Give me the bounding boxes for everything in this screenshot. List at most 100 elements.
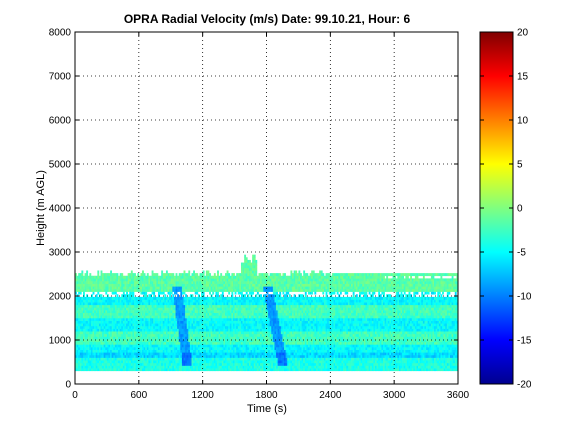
heatmap-cell xyxy=(89,299,92,303)
heatmap-cell xyxy=(164,318,167,321)
heatmap-cell xyxy=(106,275,109,279)
heatmap-cell xyxy=(86,354,89,358)
heatmap-cell xyxy=(86,307,89,311)
heatmap-cell xyxy=(87,315,90,319)
heatmap-cell xyxy=(105,362,108,366)
heatmap-cell xyxy=(142,357,144,361)
heatmap-cell xyxy=(165,365,168,369)
heatmap-cell xyxy=(150,281,152,284)
heatmap-cell xyxy=(140,275,143,279)
heatmap-cell xyxy=(145,362,148,366)
heatmap-cell xyxy=(111,312,114,316)
heatmap-cell xyxy=(78,278,81,282)
heatmap-cell xyxy=(79,331,82,335)
heatmap-cell xyxy=(164,296,167,300)
heatmap-cell xyxy=(150,357,152,361)
heatmap-cell xyxy=(142,302,144,306)
heatmap-cell xyxy=(100,304,103,308)
heatmap-cell xyxy=(140,283,143,287)
heatmap-cell xyxy=(145,333,148,337)
heatmap-cell xyxy=(150,304,152,308)
heatmap-cell xyxy=(157,331,160,335)
heatmap-cell xyxy=(82,325,85,329)
heatmap-cell xyxy=(98,328,101,332)
heatmap-cell xyxy=(86,312,89,316)
heatmap-cell xyxy=(134,273,136,277)
heatmap-cell xyxy=(97,365,100,369)
heatmap-cell xyxy=(97,339,100,343)
heatmap-cell xyxy=(108,339,111,343)
heatmap-cell xyxy=(245,291,248,295)
heatmap-cell xyxy=(81,318,84,321)
heatmap-cell xyxy=(108,320,111,324)
heatmap-cell xyxy=(140,352,143,356)
heatmap-cell xyxy=(154,352,157,356)
heatmap-cell xyxy=(84,336,87,340)
heatmap-cell xyxy=(127,273,130,277)
heatmap-cell xyxy=(159,352,162,356)
heatmap-cell xyxy=(130,357,133,361)
heatmap-cell xyxy=(122,360,125,364)
heatmap-cell xyxy=(106,336,109,340)
heatmap-cell xyxy=(76,365,79,369)
heatmap-cell xyxy=(94,278,97,282)
heatmap-cell xyxy=(76,275,79,279)
heatmap-cell xyxy=(121,339,124,343)
heatmap-cell xyxy=(106,368,109,372)
heatmap-cell xyxy=(127,281,130,284)
heatmap-cell xyxy=(151,368,154,372)
heatmap-cell xyxy=(164,362,167,366)
heatmap-cell xyxy=(138,362,141,366)
heatmap-cell xyxy=(111,296,114,300)
heatmap-cell xyxy=(162,286,165,290)
heatmap-cell xyxy=(151,341,154,345)
heatmap-cell xyxy=(165,347,168,350)
heatmap-cell xyxy=(82,368,85,372)
heatmap-cell xyxy=(78,357,81,361)
heatmap-cell xyxy=(118,331,120,335)
heatmap-cell xyxy=(157,325,160,329)
heatmap-cell xyxy=(129,304,132,308)
heatmap-cell xyxy=(154,307,157,311)
heatmap-cell xyxy=(84,347,87,350)
heatmap-cell xyxy=(106,318,109,321)
heatmap-cell xyxy=(105,296,108,300)
heatmap-cell xyxy=(114,304,117,308)
heatmap-cell xyxy=(110,286,113,290)
heatmap-cell xyxy=(127,296,130,300)
heatmap-cell xyxy=(209,291,211,295)
heatmap-cell xyxy=(75,291,77,295)
heatmap-cell xyxy=(134,312,136,316)
heatmap-cell xyxy=(90,283,93,287)
heatmap-cell xyxy=(110,320,113,324)
heatmap-cell xyxy=(110,296,113,300)
heatmap-cell xyxy=(81,339,84,343)
heatmap-cell xyxy=(145,310,148,314)
heatmap-cell xyxy=(157,307,160,311)
heatmap-cell xyxy=(213,273,216,277)
heatmap-cell xyxy=(100,336,103,340)
heatmap-cell xyxy=(126,318,128,321)
heatmap-cell xyxy=(105,315,108,319)
heatmap-cell xyxy=(121,286,124,290)
heatmap-cell xyxy=(84,344,87,348)
heatmap-cell xyxy=(137,333,140,337)
heatmap-cells xyxy=(75,254,459,372)
heatmap-cell xyxy=(153,302,156,306)
heatmap-cell xyxy=(119,286,122,290)
heatmap-cell xyxy=(119,323,122,327)
heatmap-cell xyxy=(138,347,141,350)
heatmap-cell xyxy=(134,357,136,361)
heatmap-cell xyxy=(98,365,101,369)
heatmap-cell xyxy=(153,281,156,284)
heatmap-cell xyxy=(97,368,100,372)
heatmap-cell xyxy=(108,281,111,284)
heatmap-cell xyxy=(76,354,79,358)
heatmap-cell xyxy=(154,362,157,366)
heatmap-cell xyxy=(95,344,98,348)
heatmap-cell xyxy=(92,357,95,361)
heatmap-cell xyxy=(156,273,159,277)
heatmap-cell xyxy=(161,275,164,279)
heatmap-cell xyxy=(86,320,89,324)
heatmap-cell xyxy=(134,347,136,350)
